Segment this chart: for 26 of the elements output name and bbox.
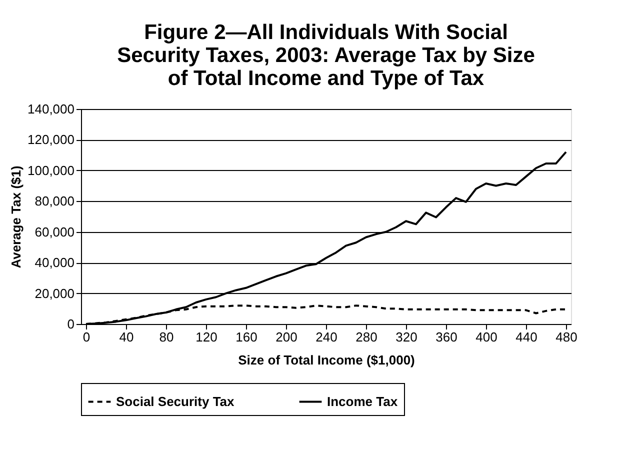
y-tick-label: 120,000 [28,132,74,148]
y-tick-label: 40,000 [34,255,74,270]
x-tick-label: 280 [356,330,378,344]
x-tick-label: 240 [316,330,338,344]
y-tick-label: 80,000 [34,194,74,209]
x-tick-label: 80 [159,330,174,344]
y-tick-label: 0 [67,316,74,332]
legend-label: Income Tax [327,394,398,409]
x-tick-label: 320 [396,330,418,344]
x-tick-label: 400 [476,330,498,344]
x-tick-label: 480 [556,330,578,344]
y-tick-label: 20,000 [34,286,74,301]
legend-label: Social Security Tax [116,394,236,409]
y-tick-label: 60,000 [34,224,74,240]
x-tick-label: 0 [82,330,90,344]
y-tick-label: 100,000 [28,162,74,178]
x-tick-label: 160 [236,330,258,344]
x-tick-label: 440 [516,330,538,344]
x-tick-label: 360 [436,330,458,344]
y-axis-title: Average Tax ($1) [8,166,24,268]
y-tick-label: 140,000 [28,102,74,116]
x-tick-label: 120 [196,330,218,344]
x-tick-label: 40 [119,330,134,344]
x-tick-label: 200 [276,330,298,344]
x-axis-title: Size of Total Income ($1,000) [238,352,415,368]
chart-title: Figure 2—All Individuals With Social Security Taxes, 2003: Average Tax by Size of Total Income and Type of Tax [117,21,535,90]
